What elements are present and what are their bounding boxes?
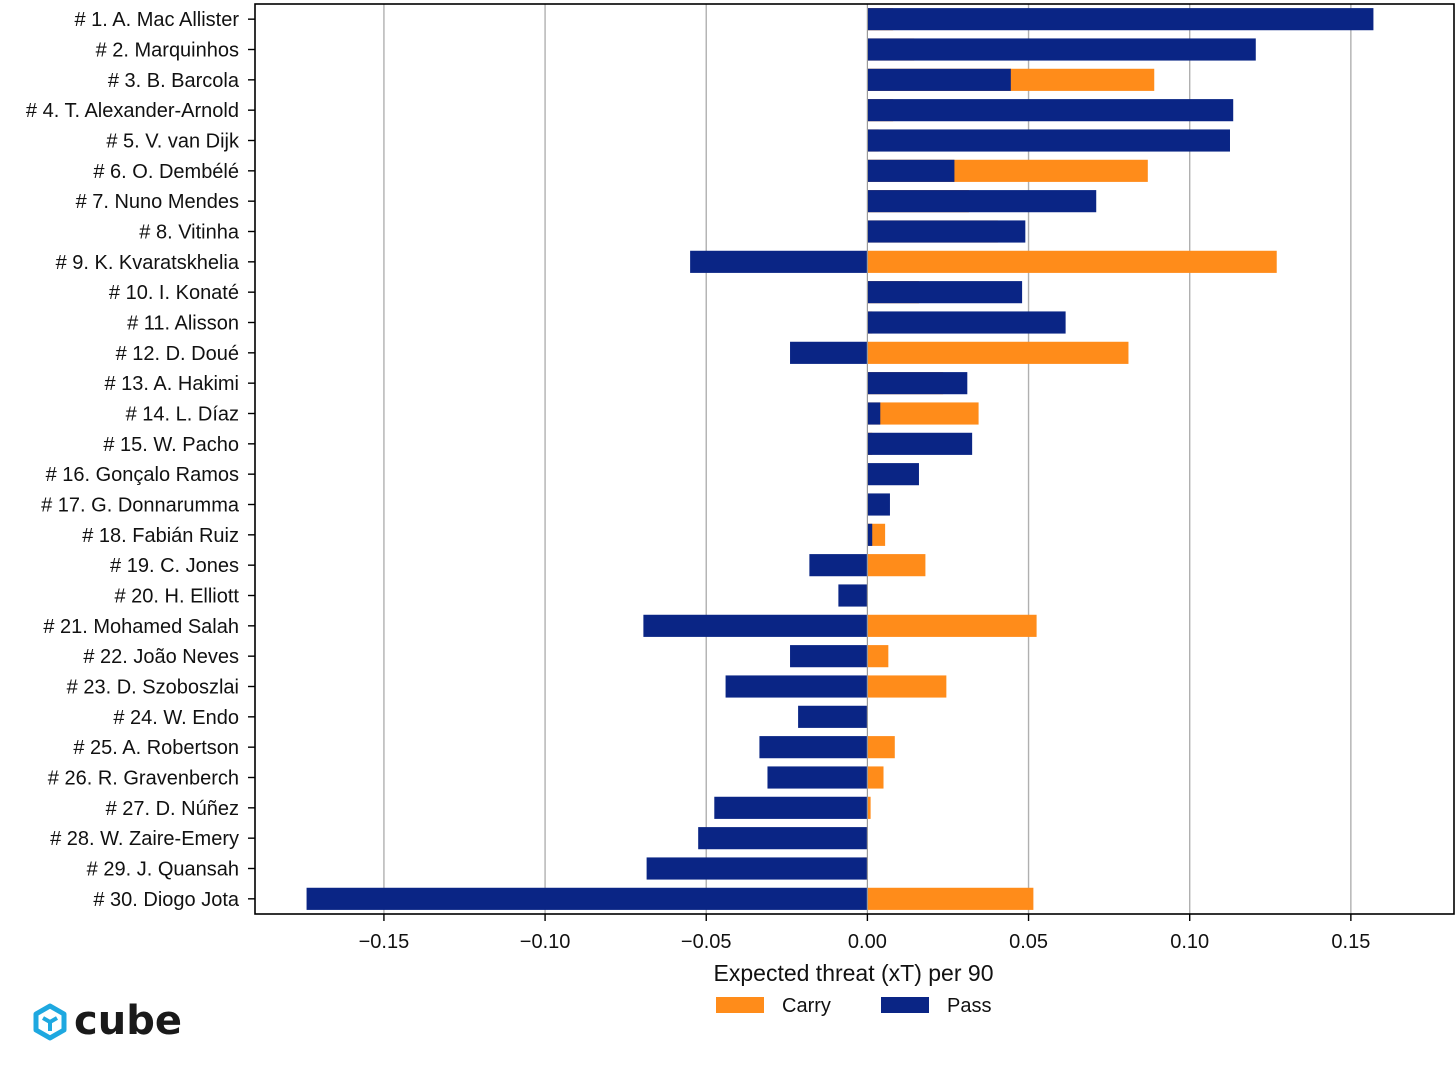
player-label: # 4. T. Alexander-Arnold [26,100,239,122]
player-label: # 29. J. Quansah [87,859,239,881]
legend-swatch-carry [716,997,764,1013]
bar-pass [867,99,1234,122]
bar-carry [867,887,1034,910]
player-label: # 22. João Neves [83,646,239,668]
player-label: # 24. W. Endo [113,707,239,729]
player-label: # 23. D. Szoboszlai [67,677,239,699]
bar-pass [867,281,1023,304]
bar-pass [867,8,1374,31]
bar-pass [790,341,868,364]
player-label: # 13. A. Hakimi [104,373,239,395]
player-label: # 16. Gonçalo Ramos [46,464,239,486]
player-label: # 21. Mohamed Salah [43,616,239,638]
player-labels: # 1. A. Mac Allister # 2. Marquinhos # 3. … [26,9,255,911]
bar-pass [867,523,873,546]
bar-carry [867,736,895,759]
bar-pass [867,38,1256,61]
legend-label-pass: Pass [947,995,991,1017]
legend: Carry Pass [716,995,991,1017]
cube-icon [33,1003,67,1041]
player-label: # 8. Vitinha [139,222,240,244]
player-label: # 10. I. Konaté [109,282,239,304]
bar-pass [867,493,890,516]
bar-carry [867,645,889,668]
bar-pass [306,887,868,910]
bar-pass [646,857,868,880]
x-tick-label: −0.10 [520,931,571,953]
player-label: # 7. Nuno Mendes [76,191,239,213]
x-axis-ticks: −0.15 −0.10 −0.05 0.00 0.05 0.10 0.15 [359,914,1370,953]
x-tick-label: −0.15 [359,931,410,953]
player-label: # 2. Marquinhos [96,40,239,62]
bar-pass [867,190,1097,213]
bar-carry [867,675,947,698]
player-label: # 20. H. Elliott [114,586,239,608]
plot-frame [254,3,1455,915]
player-label: # 11. Alisson [127,313,239,335]
player-label: # 14. L. Díaz [126,404,239,426]
bar-pass [767,766,868,789]
bar-pass [809,554,868,577]
bar-pass [759,736,868,759]
grid-lines [383,4,1352,914]
bar-pass [867,68,1011,91]
player-label: # 26. R. Gravenberch [48,768,239,790]
bar-pass [698,827,868,850]
player-label: # 17. G. Donnarumma [41,495,240,517]
x-tick-label: −0.05 [681,931,732,953]
bar-pass [867,159,955,182]
bar-pass [790,645,868,668]
bar-pass [725,675,868,698]
player-label: # 1. A. Mac Allister [74,9,239,31]
player-label: # 6. O. Dembélé [93,161,239,183]
bar-carry [867,250,1277,273]
bar-pass [643,614,868,637]
bar-pass [867,372,968,395]
x-tick-label: 0.15 [1331,931,1370,953]
brand-name: cube [74,998,182,1044]
legend-label-carry: Carry [782,995,831,1017]
player-label: # 30. Diogo Jota [93,889,240,911]
cube-logo: cube [33,998,182,1044]
x-tick-label: 0.05 [1009,931,1048,953]
bar-pass [838,584,868,607]
x-tick-label: 0.00 [848,931,887,953]
player-label: # 9. K. Kvaratskhelia [56,252,240,274]
bar-pass [867,220,1026,243]
player-label: # 19. C. Jones [110,555,239,577]
player-label: # 25. A. Robertson [73,737,239,759]
bar-pass [798,705,868,728]
bar-carry [867,554,926,577]
bar-pass [690,250,868,273]
bar-pass [867,432,973,455]
legend-swatch-pass [881,997,929,1013]
player-label: # 28. W. Zaire-Emery [50,828,239,850]
bar-carry [867,341,1129,364]
player-label: # 27. D. Núñez [106,798,239,820]
player-label: # 15. W. Pacho [103,434,239,456]
bar-pass [867,402,881,425]
x-axis-title: Expected threat (xT) per 90 [714,960,994,986]
bar-pass [714,796,868,819]
bar-pass [867,129,1230,152]
bar-carry [867,766,884,789]
bar-pass [867,463,919,486]
bars [306,8,1374,910]
bar-pass [867,311,1066,334]
bar-carry [867,402,979,425]
player-label: # 12. D. Doué [116,343,239,365]
player-label: # 3. B. Barcola [108,70,240,92]
bar-carry [867,614,1037,637]
x-tick-label: 0.10 [1170,931,1209,953]
player-label: # 5. V. van Dijk [106,131,240,153]
bar-carry [867,796,871,819]
player-label: # 18. Fabián Ruiz [82,525,239,547]
